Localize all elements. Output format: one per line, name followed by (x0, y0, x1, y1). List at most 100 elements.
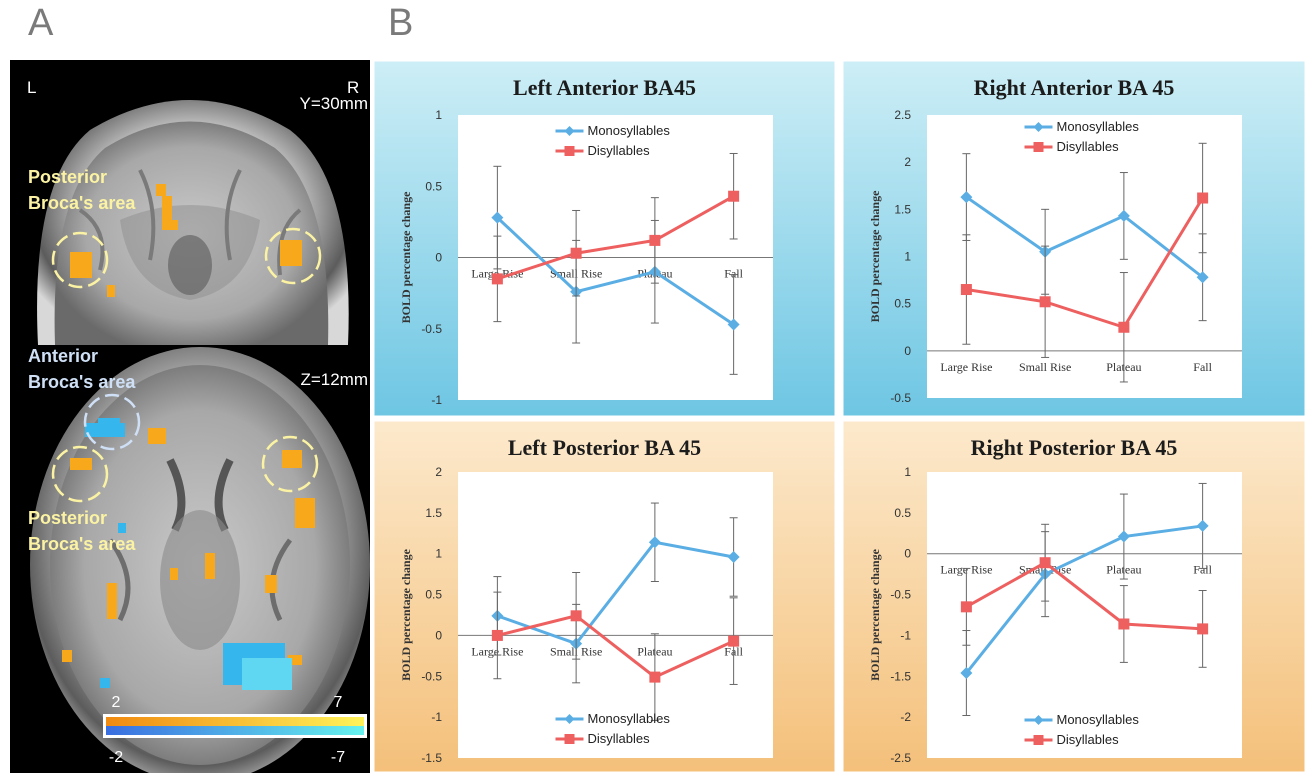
legend-marker (1033, 735, 1044, 745)
data-point-disyllables (570, 610, 582, 622)
y-axis-label: BOLD percentage change (868, 548, 882, 680)
legend-label: Disyllables (1057, 732, 1120, 747)
y-tick-label: 1.5 (894, 202, 911, 216)
anterior-broca-label-line2: Broca's area (28, 372, 136, 392)
y-tick-label: 1 (904, 250, 911, 264)
legend-label: Disyllables (588, 731, 651, 746)
x-tick-label: Fall (1193, 360, 1212, 374)
right-hemisphere-label: R (347, 78, 359, 97)
data-point-disyllables (728, 635, 740, 647)
y-tick-label: 1 (435, 108, 442, 122)
posterior-broca-label-top-line2: Broca's area (28, 193, 136, 213)
data-point-disyllables (649, 234, 661, 246)
legend-label: Monosyllables (1057, 712, 1140, 727)
posterior-broca-label-bottom-line2: Broca's area (28, 534, 136, 554)
y-tick-label: 2.5 (894, 108, 911, 122)
legend-label: Disyllables (1057, 139, 1120, 154)
colorbar-pos-min: 2 (112, 694, 121, 711)
legend-marker (564, 146, 575, 156)
series-line-monosyllables (496, 216, 735, 326)
data-point-monosyllables (648, 536, 661, 549)
y-tick-label: 0.5 (894, 506, 911, 520)
axial-slice-label: Z=12mm (300, 370, 368, 389)
chart-right-posterior: Right Posterior BA 45 BOLD percentage cha… (842, 420, 1306, 773)
legend-marker (1033, 142, 1044, 152)
legend-label: Monosyllables (1057, 119, 1140, 134)
anterior-broca-label-line1: Anterior (28, 346, 98, 366)
y-axis-label: BOLD percentage change (868, 190, 882, 322)
y-tick-label: -1.5 (421, 751, 442, 765)
data-point-monosyllables (960, 667, 973, 680)
series-line-disyllables (965, 560, 1203, 631)
series-line-disyllables (497, 614, 735, 679)
data-point-monosyllables (727, 318, 740, 331)
left-hemisphere-label: L (27, 78, 36, 97)
data-point-disyllables (1039, 296, 1051, 308)
data-point-disyllables (1118, 618, 1130, 630)
data-point-monosyllables (1196, 519, 1209, 532)
y-tick-label: 1 (435, 547, 442, 561)
y-tick-label: 2 (435, 465, 442, 479)
colorbar-neg-max: -7 (331, 749, 345, 766)
y-tick-label: 0 (904, 344, 911, 358)
data-point-monosyllables (1117, 209, 1130, 222)
plot-area (927, 115, 1242, 398)
x-tick-label: Large Rise (940, 360, 992, 374)
chart-left-posterior: Left Posterior BA 45 BOLD percentage chan… (373, 420, 836, 773)
y-tick-label: -2.5 (890, 751, 911, 765)
y-tick-label: -0.5 (890, 588, 911, 602)
legend-label: Monosyllables (588, 711, 671, 726)
panel-label-a: A (28, 2, 54, 44)
data-point-disyllables (728, 190, 740, 202)
y-axis-label: BOLD percentage change (399, 548, 413, 680)
data-point-disyllables (960, 601, 972, 613)
y-tick-label: 1.5 (425, 506, 442, 520)
y-tick-label: 2 (904, 155, 911, 169)
plot-area (458, 472, 773, 758)
data-point-disyllables (1039, 557, 1051, 569)
series-line-disyllables (966, 197, 1204, 330)
y-tick-label: 0 (435, 628, 442, 642)
y-tick-label: 1 (904, 465, 911, 479)
axial-slice (30, 347, 370, 773)
plot-area (927, 472, 1242, 758)
colorbar-pos-max: 7 (334, 694, 343, 711)
x-tick-label: Fall (1193, 563, 1212, 577)
y-tick-label: -2 (900, 710, 911, 724)
legend-marker (564, 126, 575, 136)
coronal-slice-label: Y=30mm (300, 94, 369, 113)
panel-label-b: B (388, 2, 414, 44)
posterior-broca-label-top-line1: Posterior (28, 167, 107, 187)
data-point-monosyllables (491, 211, 504, 224)
data-point-disyllables (491, 273, 503, 285)
data-point-disyllables (1197, 623, 1209, 635)
chart-title: Right Posterior BA 45 (971, 435, 1178, 460)
chart-title: Right Anterior BA 45 (974, 75, 1175, 100)
y-tick-label: -1 (431, 393, 442, 407)
y-tick-label: -1 (900, 628, 911, 642)
data-point-disyllables (1118, 321, 1130, 333)
colorbar: 2 7 -2 -7 (103, 694, 367, 766)
colorbar-negative (106, 726, 364, 735)
data-point-disyllables (1197, 192, 1209, 204)
legend-marker (564, 714, 575, 724)
posterior-broca-label-bottom-line1: Posterior (28, 508, 107, 528)
colorbar-positive (106, 717, 364, 726)
data-point-monosyllables (960, 191, 973, 204)
y-tick-label: -1.5 (890, 669, 911, 683)
data-point-disyllables (491, 629, 503, 641)
legend-label: Monosyllables (588, 123, 671, 138)
legend-marker (564, 734, 575, 744)
colorbar-neg-min: -2 (109, 749, 123, 766)
y-tick-label: 0 (904, 547, 911, 561)
y-tick-label: 0.5 (425, 179, 442, 193)
x-tick-label: Small Rise (1019, 360, 1071, 374)
chart-title: Left Posterior BA 45 (508, 435, 701, 460)
series-line-monosyllables (496, 540, 734, 646)
legend-label: Disyllables (588, 143, 651, 158)
y-tick-label: 0 (435, 251, 442, 265)
data-point-disyllables (960, 284, 972, 296)
data-point-monosyllables (1196, 271, 1209, 284)
y-tick-label: -0.5 (421, 669, 442, 683)
y-axis-label: BOLD percentage change (399, 191, 413, 323)
